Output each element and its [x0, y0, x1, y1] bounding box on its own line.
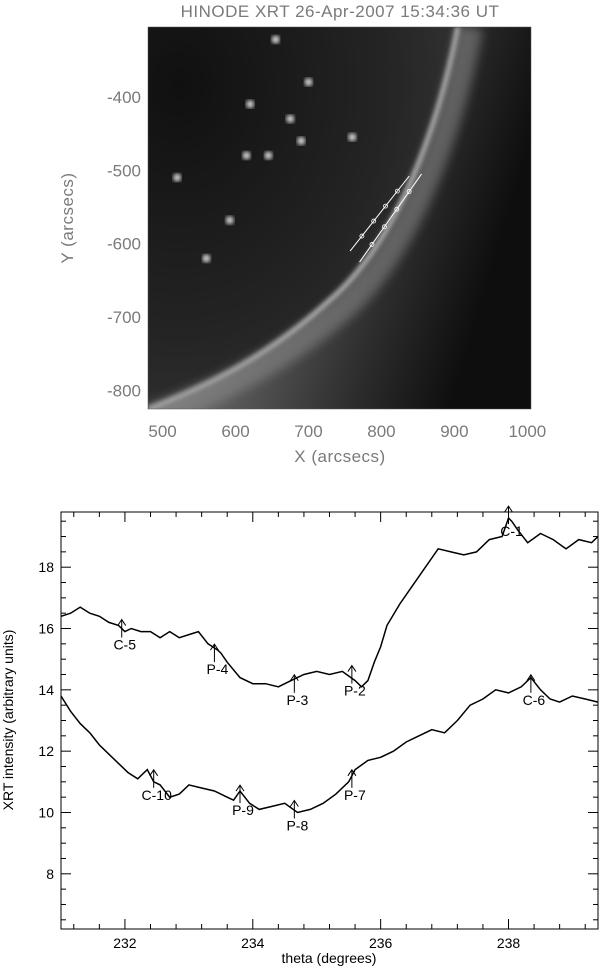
annotation-p-7: P-7 — [344, 768, 366, 803]
annotation-label: P-9 — [232, 802, 254, 818]
x-tick-label: 236 — [369, 935, 393, 951]
annotation-arrow-head — [347, 768, 357, 777]
slit-marker — [359, 233, 365, 239]
bright-point — [202, 254, 211, 263]
plot-frame — [60, 511, 599, 930]
y-tick-label: 10 — [38, 804, 54, 820]
annotation-label: P-7 — [344, 787, 366, 803]
annotation-label: P-2 — [344, 683, 366, 699]
image-x-label: X (arcsecs) — [294, 447, 385, 466]
image-x-tick-label: 700 — [294, 422, 322, 441]
slit-marker — [369, 242, 375, 247]
annotation-p-8: P-8 — [286, 799, 308, 833]
plot-ticks: 232 234 236 238 8 10 12 14 16 18 — [38, 512, 598, 951]
bright-point — [297, 136, 306, 145]
x-tick-label: 232 — [113, 935, 137, 951]
series-line-1 — [60, 516, 599, 688]
image-x-tick-label: 600 — [221, 422, 249, 441]
annotation-p-9: P-9 — [232, 784, 254, 818]
annotation-c-5: C-5 — [113, 618, 136, 653]
annotation-label: C-10 — [142, 787, 173, 803]
bright-points — [173, 35, 357, 263]
annotation-label: C-1 — [500, 523, 523, 539]
image-x-tick-label: 1000 — [508, 422, 546, 441]
slit-marker — [381, 224, 387, 230]
image-x-tick-label: 900 — [440, 422, 468, 441]
plot-annotations: C-1 C-5 P-4 P-3 P-2 C-6 C-10 P-9 P-8 P-7 — [113, 505, 546, 833]
image-x-tick-label: 800 — [367, 422, 395, 441]
slit-marker — [371, 218, 377, 224]
image-y-tick-label: -500 — [107, 161, 141, 180]
slit-line — [349, 175, 410, 252]
annotation-arrow-head — [289, 799, 299, 807]
x-tick-label: 234 — [241, 935, 265, 951]
annotation-arrow-head — [235, 784, 245, 792]
bright-point — [173, 173, 182, 182]
annotation-arrow-head — [289, 673, 299, 682]
slit-marker — [383, 203, 388, 209]
xrt-image — [148, 27, 531, 409]
annotation-arrow-head — [210, 643, 219, 651]
bright-point — [246, 100, 255, 109]
annotation-label: C-5 — [113, 637, 136, 653]
bright-point — [264, 151, 273, 160]
annotation-c-6: C-6 — [523, 673, 546, 708]
slit-line — [359, 173, 422, 263]
bright-point — [348, 133, 357, 142]
annotation-label: C-6 — [523, 692, 546, 708]
image-y-tick-label: -800 — [107, 382, 141, 401]
image-y-tick-label: -700 — [107, 308, 141, 327]
bright-point — [242, 151, 251, 160]
plot-series — [60, 516, 599, 814]
annotation-label: P-3 — [286, 692, 308, 708]
annotation-arrow-head — [117, 618, 127, 626]
slit-lines — [349, 173, 422, 263]
annotation-arrow-head — [347, 664, 357, 672]
annotation-label: P-8 — [286, 817, 308, 833]
annotation-arrow-head — [149, 768, 159, 777]
bright-point — [225, 216, 234, 225]
image-frame — [147, 26, 532, 410]
bright-point — [271, 35, 280, 44]
y-tick-label: 18 — [38, 559, 54, 575]
image-y-label: Y (arcsecs) — [58, 172, 77, 263]
image-x-tick-label: 500 — [148, 422, 176, 441]
annotation-arrow-head — [526, 673, 536, 682]
bright-point — [304, 78, 313, 87]
image-x-ticks: 500 600 700 800 900 1000 — [148, 422, 546, 441]
slit-marker — [394, 206, 400, 212]
y-tick-label: 12 — [38, 743, 54, 759]
annotation-p-4: P-4 — [207, 643, 229, 677]
plot-y-label: XRT intensity (arbitrary units) — [0, 630, 16, 811]
bright-point — [286, 114, 295, 123]
annotation-p-3: P-3 — [286, 673, 308, 708]
solar-disk — [148, 27, 458, 409]
y-tick-label: 16 — [38, 621, 54, 637]
slit-marker — [394, 188, 400, 194]
x-tick-label: 238 — [497, 935, 521, 951]
y-tick-label: 8 — [46, 866, 54, 882]
series-line-2 — [60, 676, 599, 814]
annotation-c-10: C-10 — [142, 768, 173, 803]
slit-marker — [406, 189, 412, 194]
annotation-p-2: P-2 — [344, 664, 366, 699]
image-y-tick-label: -400 — [107, 88, 141, 107]
image-title: HINODE XRT 26-Apr-2007 15:34:36 UT — [181, 2, 500, 21]
plot-x-label: theta (degrees) — [282, 950, 377, 966]
image-y-tick-label: -600 — [107, 235, 141, 254]
limb-glow — [148, 27, 483, 409]
annotation-arrow-head — [504, 505, 513, 513]
annotation-c-1: C-1 — [500, 505, 523, 539]
annotation-label: P-4 — [207, 661, 229, 677]
image-y-ticks: -400 -500 -600 -700 -800 — [107, 88, 141, 401]
y-tick-label: 14 — [38, 682, 54, 698]
